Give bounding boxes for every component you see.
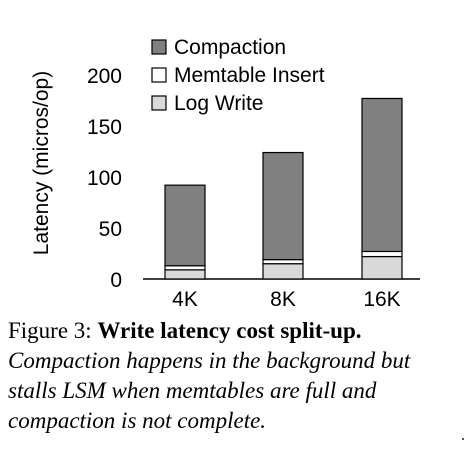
legend-swatch xyxy=(151,67,167,83)
bar-segment-memtable-insert xyxy=(164,265,206,271)
bar-segment-log-write xyxy=(164,269,206,280)
bar-segment-compaction xyxy=(262,151,304,261)
y-tick-label: 200 xyxy=(87,65,122,88)
caption-label: Figure 3: xyxy=(8,318,92,343)
legend-swatch xyxy=(151,39,167,55)
x-tick-label: 16K xyxy=(363,288,400,311)
chart-legend: Compaction Memtable Insert Log Write xyxy=(151,36,325,115)
stacked-bar-chart: Latency (micros/op) 0 50 100 150 200 4K 8K 16K C… xyxy=(30,36,420,311)
y-axis-label: Latency (micros/op) xyxy=(30,71,53,255)
legend-label: Log Write xyxy=(174,92,264,115)
bar-segment-memtable-insert xyxy=(262,259,304,265)
x-tick-label: 8K xyxy=(270,288,296,311)
y-tick-label: 50 xyxy=(99,218,122,241)
y-tick-label: 150 xyxy=(87,116,122,139)
stray-mark xyxy=(462,438,464,440)
caption-title: Write latency cost split-up. xyxy=(97,318,362,343)
y-tick-label: 100 xyxy=(87,167,122,190)
bar-segment-memtable-insert xyxy=(361,250,403,258)
chart-bars xyxy=(164,97,403,280)
bar-segment-compaction xyxy=(361,97,403,253)
legend-label: Compaction xyxy=(174,36,286,59)
bar-segment-log-write xyxy=(262,263,304,280)
legend-swatch xyxy=(151,95,167,111)
bar-segment-log-write xyxy=(361,255,403,280)
bar-segment-compaction xyxy=(164,184,206,267)
legend-label: Memtable Insert xyxy=(174,64,325,87)
figure-caption: Figure 3: Write latency cost split-up. C… xyxy=(8,316,463,436)
x-tick-label: 4K xyxy=(172,288,198,311)
caption-body: Compaction happens in the background but… xyxy=(8,348,411,433)
y-tick-label: 0 xyxy=(110,269,122,292)
